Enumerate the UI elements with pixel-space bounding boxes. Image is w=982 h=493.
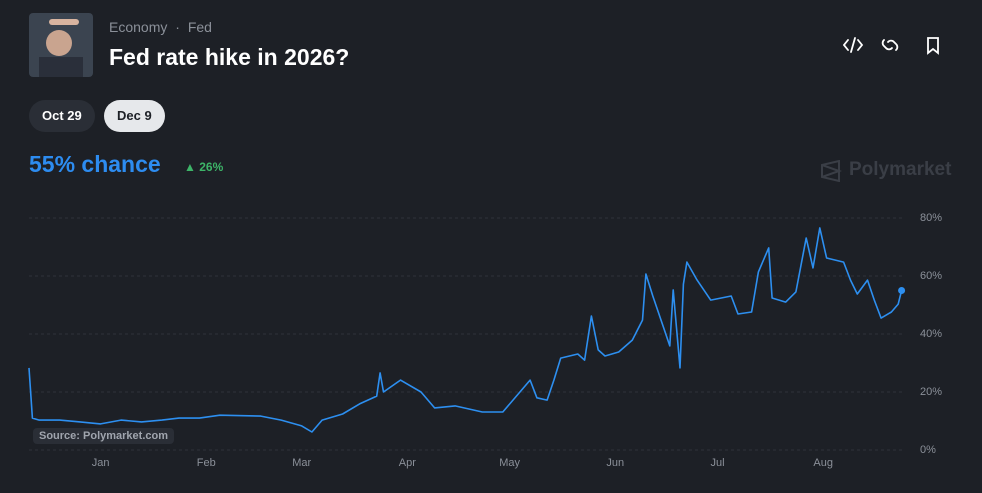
change: ▲ 26% (184, 160, 224, 174)
date-tab-active[interactable]: Dec 9 (104, 100, 165, 132)
embed-button[interactable] (843, 37, 864, 53)
avatar (29, 13, 93, 77)
x-tick-label: Feb (197, 457, 216, 469)
subcategory[interactable]: Fed (187, 19, 212, 35)
breadcrumb: Economy · Fed (109, 19, 212, 35)
date-tab[interactable]: Oct 29 (29, 100, 95, 132)
x-tick-label: Jan (92, 457, 110, 469)
link-button[interactable] (881, 39, 899, 51)
x-tick-label: Mar (292, 457, 311, 469)
x-tick-label: Jun (606, 457, 624, 469)
x-tick-label: Jul (710, 457, 724, 469)
x-tick-label: Apr (399, 457, 416, 469)
watermark-logo (821, 160, 842, 182)
category[interactable]: Economy (109, 19, 168, 35)
source: Source: Polymarket.com (33, 428, 174, 444)
probability: 55% chance (29, 151, 161, 177)
change-value: 26% (199, 160, 224, 174)
x-tick-label: May (499, 457, 520, 469)
y-tick-label: 80% (920, 212, 942, 224)
last-point (898, 287, 906, 294)
y-tick-label: 60% (920, 270, 942, 282)
y-tick-label: 20% (920, 386, 942, 398)
y-tick-label: 0% (920, 444, 936, 456)
market-title: Fed rate hike in 2026? (109, 44, 350, 70)
bookmark-button[interactable] (927, 37, 939, 55)
toolbar (843, 37, 939, 55)
price-line (28, 227, 903, 433)
x-tick-label: Aug (813, 457, 833, 469)
watermark: Polymarket (849, 159, 952, 180)
y-tick-label: 40% (920, 328, 942, 340)
